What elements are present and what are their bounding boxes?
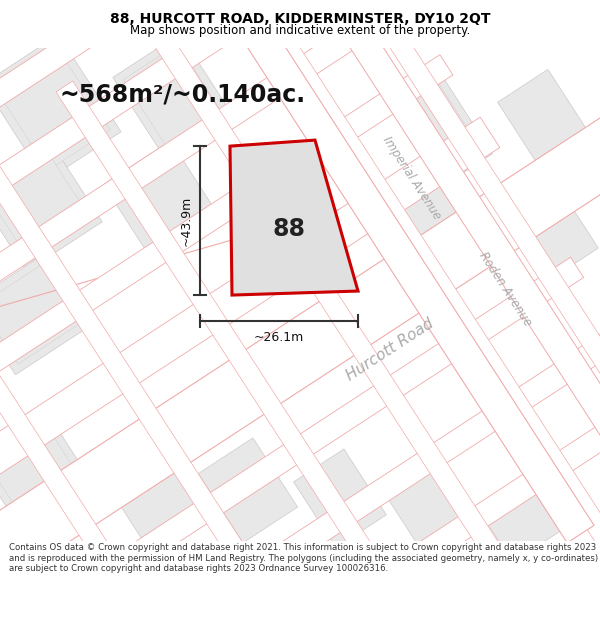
Polygon shape <box>0 202 269 625</box>
Polygon shape <box>0 140 364 625</box>
Polygon shape <box>0 118 600 625</box>
Polygon shape <box>113 34 237 166</box>
Polygon shape <box>0 419 100 541</box>
Polygon shape <box>388 69 493 187</box>
Polygon shape <box>186 0 594 543</box>
Text: 88: 88 <box>272 217 305 241</box>
Text: Roden Avenue: Roden Avenue <box>476 249 534 329</box>
Polygon shape <box>0 34 121 181</box>
Polygon shape <box>287 0 600 542</box>
Polygon shape <box>231 0 600 568</box>
Text: ~26.1m: ~26.1m <box>254 331 304 344</box>
Polygon shape <box>0 0 373 334</box>
Polygon shape <box>95 424 205 540</box>
Text: Imperial Avenue: Imperial Avenue <box>380 134 444 222</box>
Polygon shape <box>0 0 333 273</box>
Text: Contains OS data © Crown copyright and database right 2021. This information is : Contains OS data © Crown copyright and d… <box>9 543 598 573</box>
Polygon shape <box>103 141 217 256</box>
Polygon shape <box>0 429 90 531</box>
Polygon shape <box>392 176 488 281</box>
Polygon shape <box>230 140 358 295</box>
Polygon shape <box>497 69 600 187</box>
Polygon shape <box>386 462 474 554</box>
Polygon shape <box>0 264 80 364</box>
Polygon shape <box>0 258 584 625</box>
Polygon shape <box>56 81 454 625</box>
Polygon shape <box>0 46 110 171</box>
Polygon shape <box>0 117 500 531</box>
Polygon shape <box>0 156 92 261</box>
Text: ~568m²/~0.140ac.: ~568m²/~0.140ac. <box>60 82 306 107</box>
Polygon shape <box>199 438 298 542</box>
Polygon shape <box>293 449 386 548</box>
Polygon shape <box>146 22 544 624</box>
Text: Hurcott Road: Hurcott Road <box>344 316 436 383</box>
Polygon shape <box>27 325 600 625</box>
Polygon shape <box>502 176 598 281</box>
Text: 88, HURCOTT ROAD, KIDDERMINSTER, DY10 2QT: 88, HURCOTT ROAD, KIDDERMINSTER, DY10 2Q… <box>110 12 490 26</box>
Text: Map shows position and indicative extent of the property.: Map shows position and indicative extent… <box>130 24 470 37</box>
Polygon shape <box>0 0 412 395</box>
Text: ~43.9m: ~43.9m <box>179 196 193 246</box>
Polygon shape <box>0 54 453 459</box>
Polygon shape <box>311 0 600 516</box>
Polygon shape <box>397 79 483 177</box>
Polygon shape <box>0 281 149 625</box>
Polygon shape <box>0 146 102 271</box>
Polygon shape <box>123 44 227 156</box>
Polygon shape <box>0 254 91 375</box>
Polygon shape <box>477 474 563 562</box>
Polygon shape <box>68 388 600 625</box>
